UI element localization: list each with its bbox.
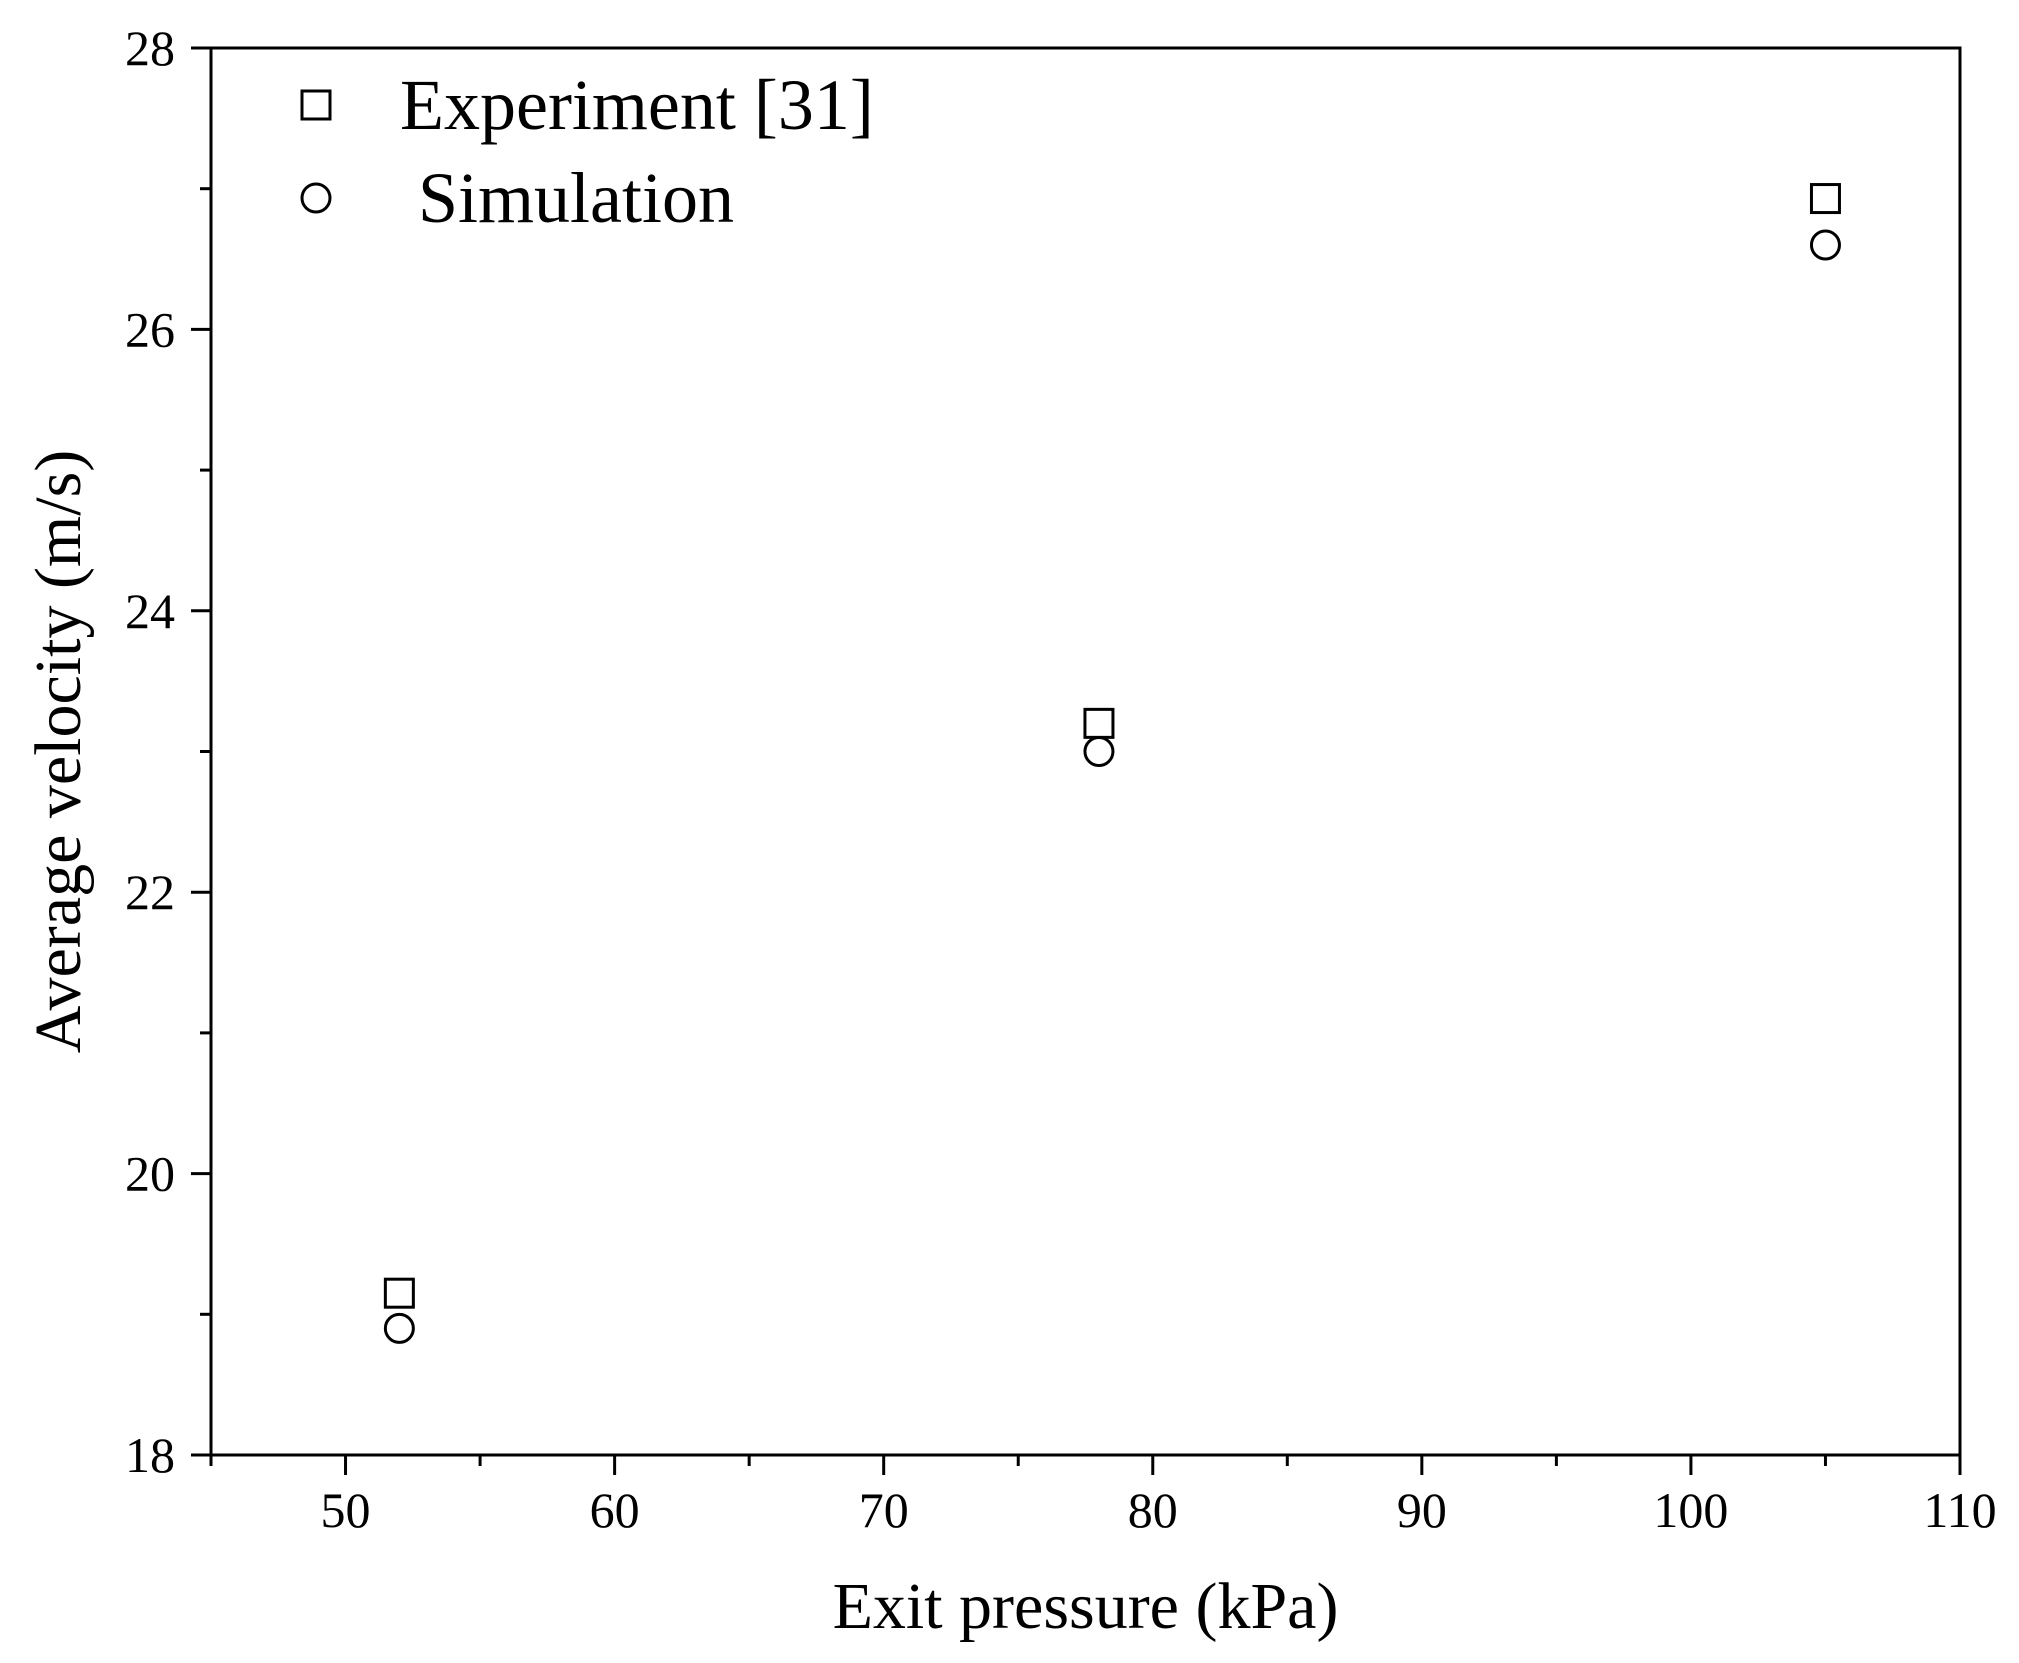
y-tick-label: 26: [125, 301, 175, 357]
x-tick-label: 50: [321, 1482, 371, 1538]
x-tick-label: 60: [590, 1482, 640, 1538]
simulation-circle-marker: [383, 1312, 415, 1344]
y-tick-label: 28: [125, 20, 175, 76]
y-tick-label: 24: [125, 583, 175, 639]
x-tick-label: 90: [1397, 1482, 1447, 1538]
simulation-circle-marker: [1083, 736, 1115, 767]
x-tick-label: 110: [1923, 1482, 1996, 1538]
y-tick-label: 22: [125, 864, 175, 920]
x-tick-label: 100: [1653, 1482, 1728, 1538]
y-tick-label: 20: [125, 1146, 175, 1202]
experiment-square-marker: [1083, 707, 1115, 739]
x-axis-title: Exit pressure (kPa): [833, 1570, 1339, 1643]
experiment-square-marker: [383, 1277, 415, 1309]
legend-square-marker: [300, 89, 332, 121]
experiment-square-marker: [1809, 183, 1841, 215]
x-axis-ticks: 50 60 70 80 90 100 110: [209, 1455, 1997, 1538]
y-tick-label: 18: [125, 1427, 175, 1483]
legend-label: Experiment [31]: [400, 65, 874, 145]
y-axis-ticks: 18 20 22 24 26 28: [125, 20, 211, 1483]
legend-label: Simulation: [418, 158, 734, 238]
legend-circle-marker: [300, 182, 332, 214]
legend: Experiment [31] Simulation: [300, 65, 874, 238]
x-tick-label: 70: [859, 1482, 909, 1538]
y-axis-title: Average velocity (m/s): [22, 450, 95, 1054]
simulation-circle-marker: [1809, 229, 1841, 261]
data-marks: [383, 183, 1841, 1344]
x-tick-label: 80: [1128, 1482, 1178, 1538]
